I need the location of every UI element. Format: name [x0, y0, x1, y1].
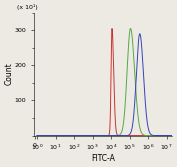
Y-axis label: Count: Count — [4, 63, 13, 86]
Text: (x 10¹): (x 10¹) — [17, 4, 38, 10]
X-axis label: FITC-A: FITC-A — [91, 154, 115, 163]
